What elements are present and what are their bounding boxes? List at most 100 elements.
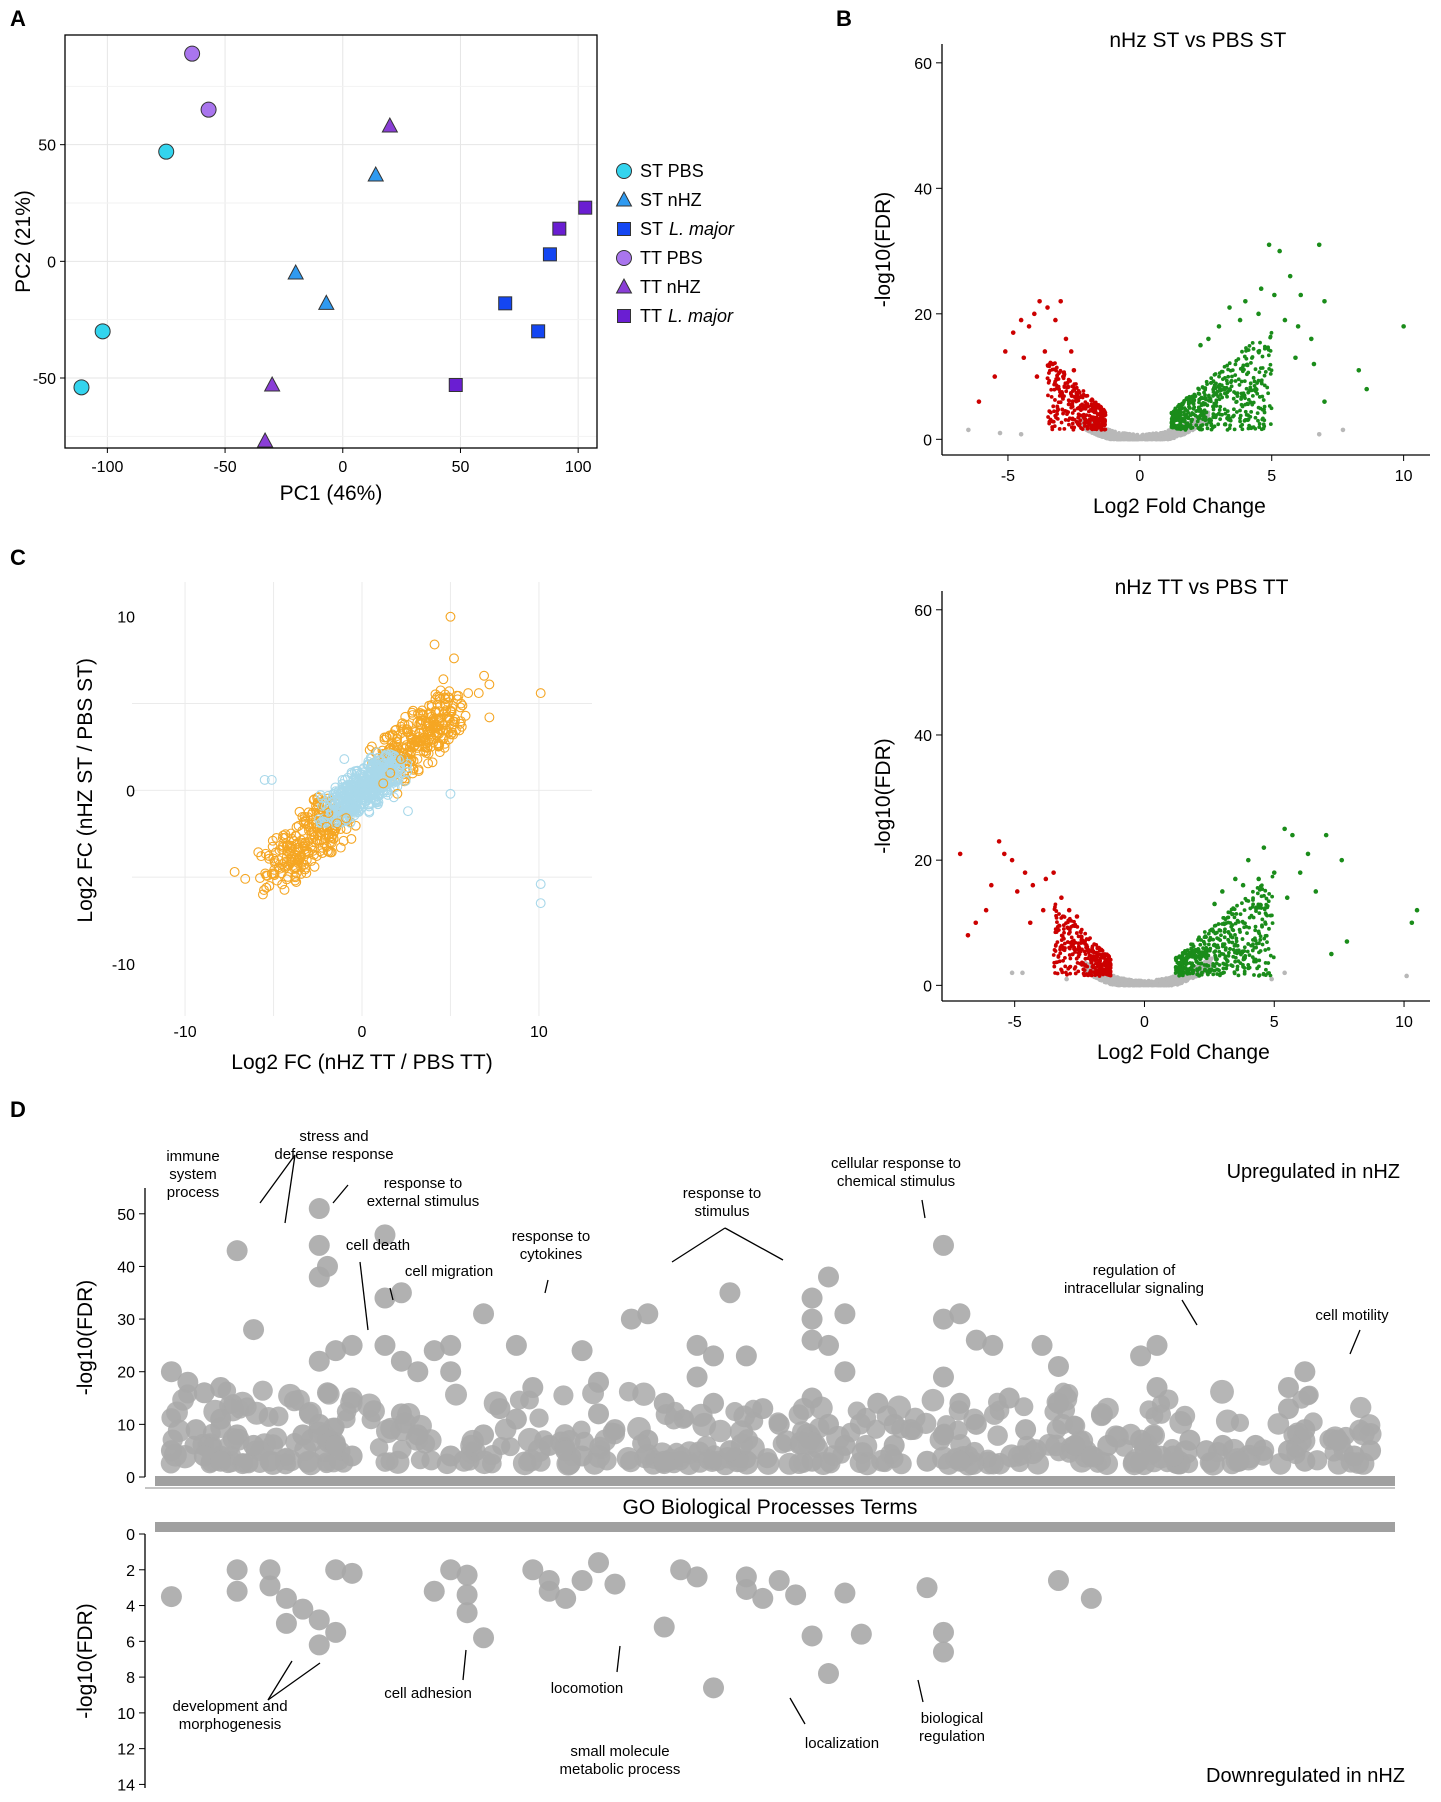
x-tick-label: 0: [1135, 468, 1144, 485]
down-point: [1051, 404, 1056, 409]
data-point: [158, 143, 175, 160]
down-point: [1056, 955, 1061, 959]
up-point: [1258, 366, 1263, 371]
data-point: [1034, 374, 1040, 379]
up-point: [1257, 425, 1262, 430]
data-point: [1018, 317, 1024, 323]
x-axis-label: Log2 FC (nHZ TT / PBS TT): [231, 1051, 492, 1074]
up-point: [1225, 363, 1230, 368]
down-point: [1106, 969, 1111, 974]
up-point: [1268, 371, 1273, 376]
ns-point: [1129, 983, 1134, 988]
data-point: [1322, 399, 1327, 404]
up-point: [1217, 397, 1222, 402]
data-point: [1009, 857, 1015, 863]
down-point: [1075, 406, 1080, 411]
down-point: [1070, 417, 1075, 422]
up-point: [1262, 418, 1267, 423]
down-point: [1083, 400, 1088, 405]
up-point: [1194, 959, 1199, 964]
down-point: [1060, 407, 1065, 412]
up-point: [1185, 396, 1190, 400]
down-point: [1047, 368, 1052, 373]
data-point: [1256, 876, 1261, 882]
ns-point: [1107, 433, 1112, 438]
ns-point: [1173, 980, 1178, 985]
up-point: [1258, 340, 1262, 345]
data-point: [1316, 431, 1322, 437]
down-point: [1066, 926, 1070, 931]
down-point: [1089, 959, 1094, 964]
y-axis-label: Log2 FC (nHZ ST / PBS ST): [74, 658, 97, 923]
down-point: [1060, 393, 1065, 398]
data-point: [1020, 970, 1025, 976]
up-point: [1238, 419, 1242, 424]
up-point: [1211, 404, 1216, 409]
up-point: [1263, 948, 1268, 952]
ns-point: [1113, 976, 1118, 981]
up-point: [1245, 931, 1249, 936]
up-point: [1211, 412, 1216, 416]
up-point: [1259, 378, 1264, 383]
up-point: [1262, 907, 1267, 912]
up-point: [1237, 383, 1242, 387]
up-point: [1243, 396, 1247, 401]
ns-point: [1142, 979, 1147, 983]
down-point: [1091, 426, 1096, 431]
up-point: [1264, 933, 1269, 938]
ns-point: [1166, 437, 1170, 442]
data-point: [1050, 361, 1056, 367]
up-point: [1216, 394, 1220, 399]
down-point: [1048, 410, 1053, 415]
down-point: [1062, 426, 1067, 431]
down-point: [1062, 385, 1067, 390]
down-point: [1083, 952, 1088, 957]
data-point: [552, 221, 567, 236]
sig-point: [261, 882, 272, 893]
up-point: [1250, 948, 1255, 953]
legend-marker: [615, 277, 633, 294]
data-point: [1026, 324, 1032, 329]
ns-point: [1127, 436, 1132, 441]
data-point: [1364, 386, 1369, 392]
ns-point: [1118, 437, 1122, 442]
up-point: [1203, 415, 1208, 420]
ns-point: [1121, 982, 1126, 987]
up-point: [1196, 947, 1201, 951]
up-point: [1180, 973, 1185, 978]
up-point: [1251, 889, 1255, 894]
up-point: [1179, 424, 1184, 428]
up-point: [1212, 372, 1217, 377]
up-point: [1256, 350, 1261, 355]
up-point: [1251, 896, 1255, 901]
up-point: [1238, 408, 1242, 413]
down-point: [1093, 417, 1098, 422]
data-point: [1014, 889, 1020, 894]
up-point: [1254, 941, 1259, 946]
down-point: [1074, 386, 1079, 390]
up-point: [1205, 426, 1210, 431]
up-point: [1265, 913, 1270, 918]
up-point: [1212, 401, 1217, 406]
up-point: [1176, 405, 1181, 409]
down-point: [1085, 420, 1090, 424]
up-point: [1245, 949, 1250, 954]
down-point: [1108, 973, 1113, 978]
down-point: [1083, 931, 1088, 936]
x-tick-label: 5: [1270, 1014, 1279, 1031]
down-point: [1059, 420, 1064, 425]
up-point: [1207, 938, 1212, 943]
up-point: [1225, 381, 1230, 386]
down-point: [1079, 934, 1083, 939]
data-point: [367, 165, 385, 182]
up-point: [1236, 973, 1241, 978]
go-bubble: [1174, 1405, 1196, 1427]
down-point: [1055, 405, 1060, 410]
down-point: [1085, 424, 1090, 429]
down-point: [1055, 920, 1059, 925]
down-point: [1068, 930, 1072, 935]
data-point: [1272, 292, 1277, 298]
down-point: [1070, 404, 1075, 409]
go-bubble: [380, 1452, 399, 1471]
up-point: [1260, 942, 1265, 947]
